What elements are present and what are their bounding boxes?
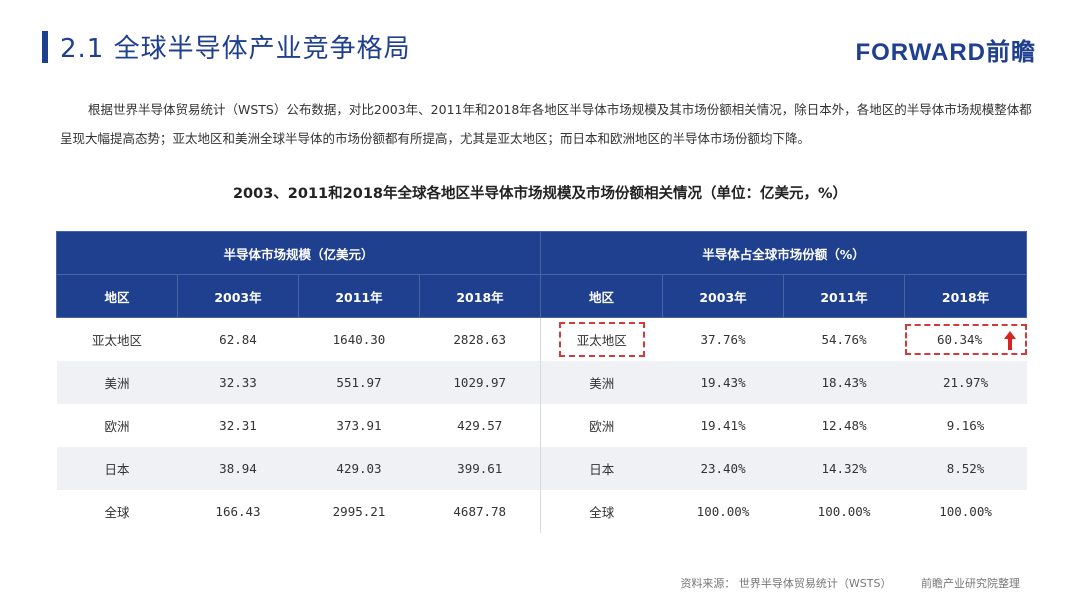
group-header-market-size: 半导体市场规模（亿美元）	[55, 231, 542, 275]
value-cell: 21.97%	[904, 361, 1027, 404]
value-cell: 9.16%	[946, 418, 985, 433]
region-cell: 全球	[589, 505, 615, 520]
source-note: 资料来源： 世界半导体贸易统计（WSTS） 前瞻产业研究院整理	[680, 575, 1020, 591]
value-cell: 100.00%	[817, 504, 871, 519]
value-cell: 8.52%	[904, 447, 1027, 490]
source-label: 资料来源： 世界半导体贸易统计（WSTS）	[680, 577, 892, 590]
value-cell: 100.00%	[696, 504, 750, 519]
value-cell: 2995.21	[332, 504, 386, 519]
column-header: 2018年	[418, 274, 542, 318]
highlight-box: 亚太地区	[558, 322, 645, 357]
column-header: 2003年	[177, 274, 299, 318]
share-value: 60.34%	[936, 332, 983, 347]
value-cell: 551.97	[298, 361, 420, 404]
table-row: 欧洲 32.31 373.91 429.57 欧洲 19.41% 12.48% …	[57, 404, 1027, 447]
title-accent-bar	[42, 31, 48, 63]
region-cell: 美洲	[540, 361, 663, 404]
region-cell: 美洲	[56, 361, 178, 404]
value-cell: 32.31	[219, 418, 257, 433]
table-row: 全球 166.43 2995.21 4687.78 全球 100.00% 100…	[57, 490, 1027, 533]
value-cell: 23.40%	[662, 447, 784, 490]
column-header: 2003年	[662, 274, 785, 318]
value-cell: 1640.30	[332, 332, 386, 347]
value-cell: 4687.78	[419, 490, 542, 533]
region-label: 亚太地区	[576, 333, 627, 348]
table-row: 日本 38.94 429.03 399.61 日本 23.40% 14.32% …	[56, 447, 1027, 490]
source-org: 前瞻产业研究院整理	[921, 577, 1020, 590]
highlight-box: 60.34%	[904, 324, 1027, 355]
value-cell: 166.43	[215, 504, 261, 519]
region-cell: 欧洲	[104, 419, 130, 434]
value-cell: 1029.97	[419, 361, 542, 404]
region-cell-highlighted: 亚太地区	[541, 318, 663, 362]
region-cell: 欧洲	[589, 419, 615, 434]
column-header-row: 地区 2003年 2011年 2018年 地区 2003年 2011年 2018…	[56, 274, 1028, 318]
column-header: 2018年	[904, 274, 1028, 318]
page-title: 2.1 全球半导体产业竞争格局	[60, 34, 411, 64]
value-cell: 429.03	[298, 447, 420, 490]
value-cell: 19.43%	[662, 361, 784, 404]
group-header-row: 半导体市场规模（亿美元） 半导体占全球市场份额（%）	[55, 231, 1028, 275]
column-header: 地区	[56, 274, 178, 318]
value-cell: 54.76%	[821, 332, 867, 347]
value-cell: 100.00%	[939, 504, 992, 519]
intro-paragraph: 根据世界半导体贸易统计（WSTS）公布数据，对比2003年、2011年和2018…	[60, 102, 1032, 146]
value-cell: 62.84	[219, 332, 257, 347]
region-cell: 全球	[104, 505, 130, 520]
semiconductor-market-table: 半导体市场规模（亿美元） 半导体占全球市场份额（%） 地区 2003年 2011…	[55, 231, 1028, 533]
value-cell: 18.43%	[783, 361, 905, 404]
up-arrow-icon	[1003, 331, 1016, 350]
column-header: 地区	[540, 274, 664, 318]
value-cell: 12.48%	[821, 418, 867, 433]
value-cell-highlighted: 60.34%	[904, 318, 1027, 362]
value-cell: 19.41%	[700, 418, 746, 433]
value-cell: 429.57	[419, 404, 542, 447]
value-cell: 2828.63	[419, 317, 542, 361]
region-cell: 日本	[540, 447, 663, 490]
table-row: 美洲 32.33 551.97 1029.97 美洲 19.43% 18.43%…	[56, 361, 1027, 404]
group-header-market-share: 半导体占全球市场份额（%）	[540, 231, 1028, 275]
column-header: 2011年	[298, 274, 420, 318]
forward-logo: FORWARD前瞻	[855, 39, 1036, 66]
table-caption: 2003、2011和2018年全球各地区半导体市场规模及市场份额相关情况（单位：…	[232, 186, 848, 202]
value-cell: 37.76%	[700, 332, 746, 347]
value-cell: 399.61	[419, 447, 542, 490]
region-cell: 日本	[56, 447, 178, 490]
column-header: 2011年	[783, 274, 906, 318]
region-cell: 亚太地区	[91, 333, 142, 348]
value-cell: 14.32%	[783, 447, 905, 490]
value-cell: 32.33	[177, 361, 299, 404]
table-row: 亚太地区 62.84 1640.30 2828.63 亚太地区 37.76% 5…	[57, 317, 1027, 362]
value-cell: 38.94	[177, 447, 299, 490]
value-cell: 373.91	[336, 418, 382, 433]
